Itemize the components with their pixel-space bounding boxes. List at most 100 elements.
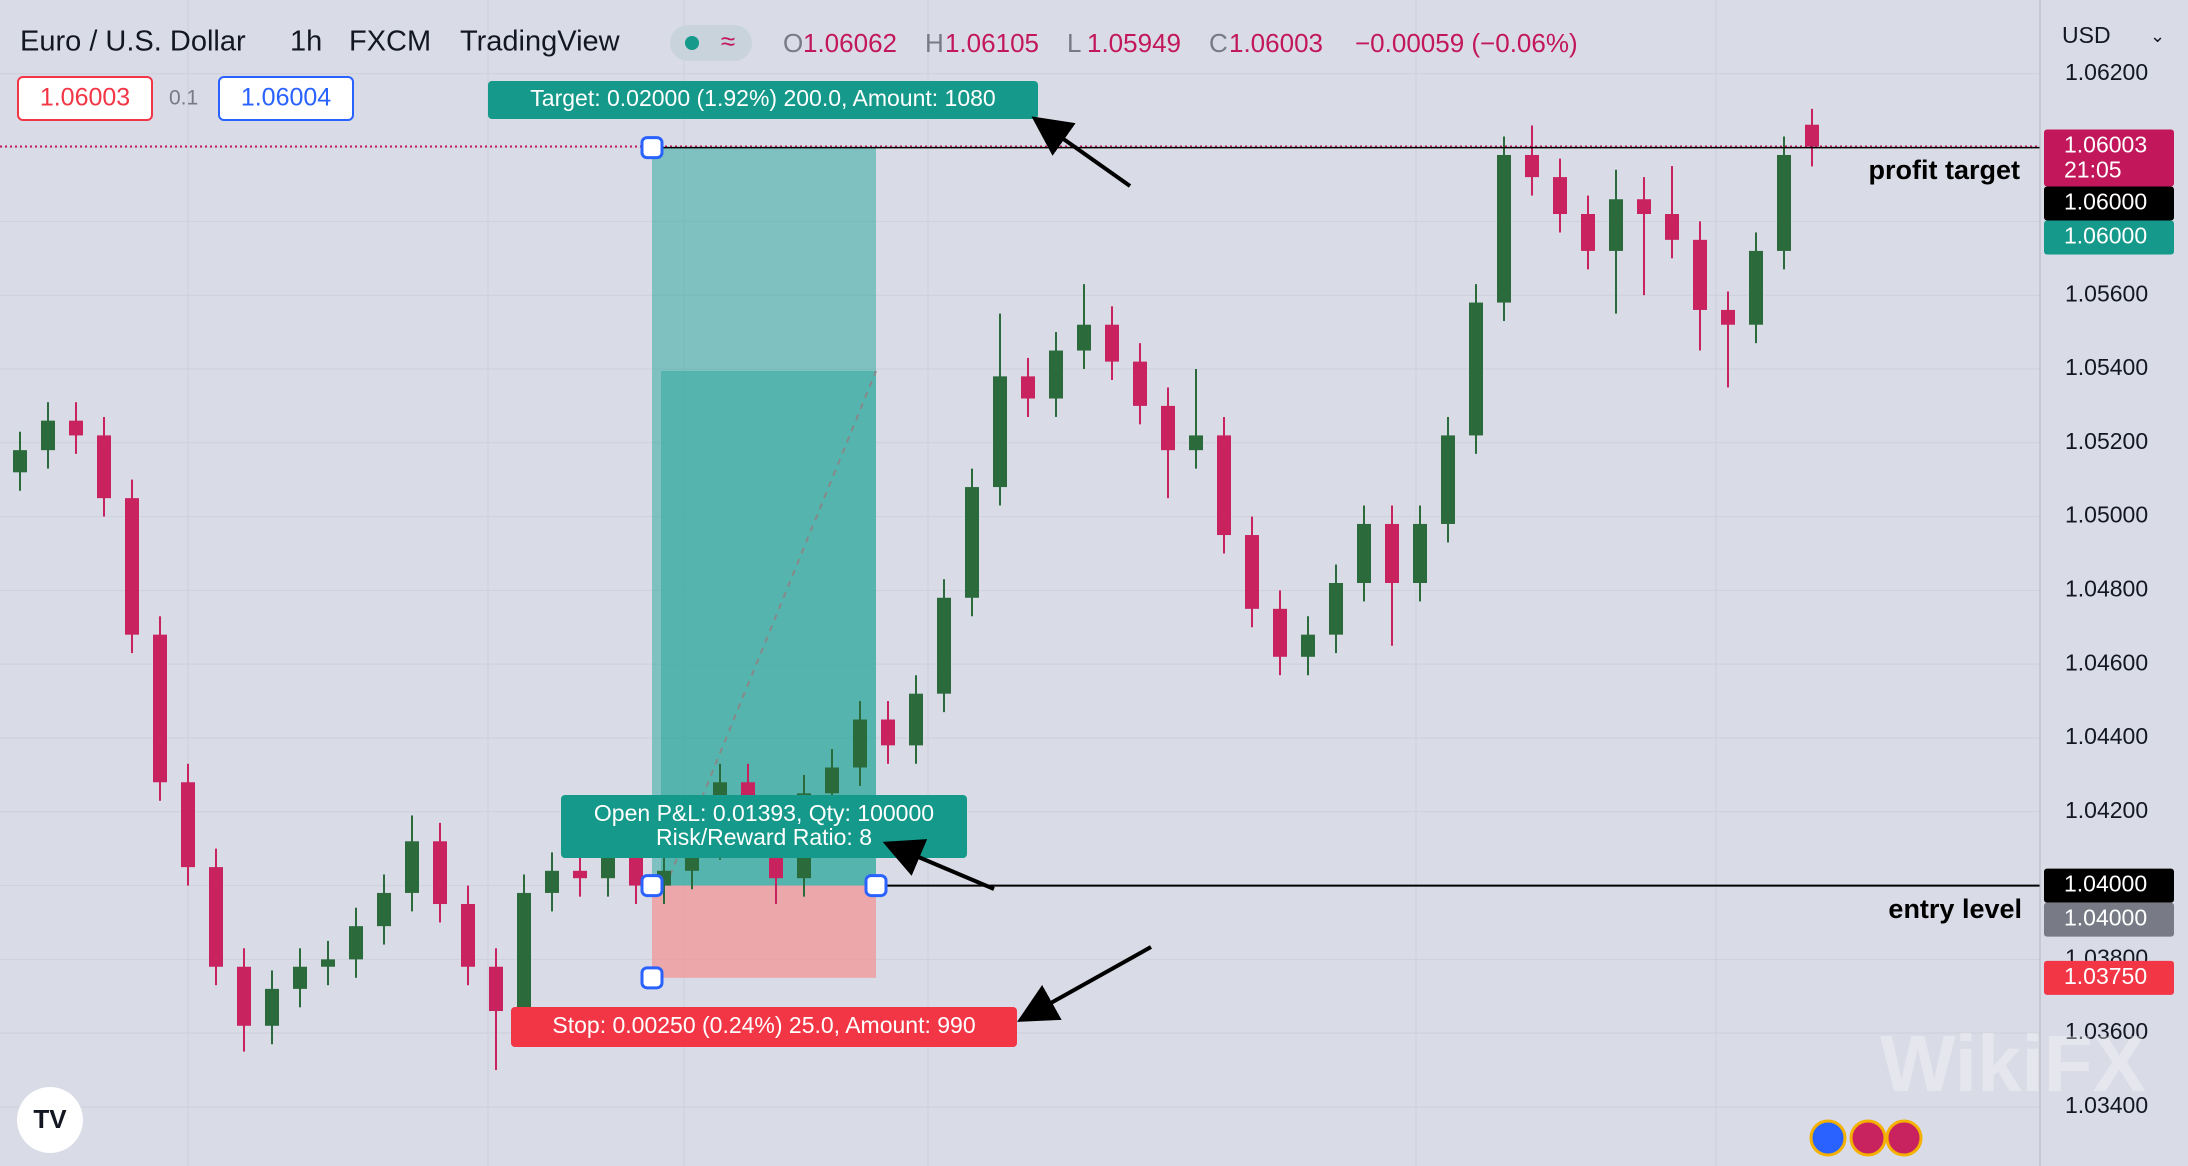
- annotation: profit target: [1869, 155, 2021, 185]
- pnl-label: Open P&L: 0.01393, Qty: 100000: [594, 800, 934, 826]
- candle-body: [1357, 523, 1371, 583]
- ohlc-key: H: [925, 28, 944, 58]
- handle[interactable]: [640, 874, 664, 898]
- candle-body: [573, 870, 587, 879]
- candle-body: [601, 856, 615, 879]
- stop-zone: [652, 885, 876, 978]
- candle-body: [1413, 523, 1427, 583]
- candle-body: [1721, 309, 1735, 325]
- candle-body: [1273, 608, 1287, 657]
- handle[interactable]: [640, 966, 664, 990]
- handle[interactable]: [640, 136, 664, 160]
- candle-body: [461, 904, 475, 967]
- pnl-label-box: [561, 795, 967, 858]
- exchange: FXCM: [349, 26, 431, 58]
- arrow: [1017, 945, 1152, 1022]
- price-badge-label: 1.04000: [2064, 871, 2147, 897]
- y-tick-label: 1.03600: [2065, 1018, 2148, 1044]
- candle-body: [1469, 302, 1483, 436]
- tv-logo[interactable]: [17, 1087, 83, 1153]
- candle-body: [517, 892, 531, 1012]
- event-flag[interactable]: [1849, 1119, 1887, 1157]
- tv-logo-mark: TV: [33, 1104, 67, 1134]
- candle-body: [1133, 361, 1147, 406]
- candle-body: [629, 856, 643, 886]
- rr-label: Risk/Reward Ratio: 8: [656, 824, 872, 850]
- y-tick-label: 1.04600: [2065, 649, 2148, 675]
- buy-price: 1.06004: [241, 84, 331, 112]
- candle-body: [1497, 154, 1511, 303]
- price-badge-label: 1.04000: [2064, 905, 2147, 931]
- candle-body: [489, 966, 503, 1012]
- candle-body: [1693, 239, 1707, 310]
- currency[interactable]: USD: [2062, 22, 2111, 48]
- currency-caret: ⌄: [2150, 26, 2165, 46]
- y-tick-label: 1.06200: [2065, 59, 2148, 85]
- candle-body: [1217, 435, 1231, 536]
- buy-button[interactable]: [218, 76, 354, 121]
- stop-label: Stop: 0.00250 (0.24%) 25.0, Amount: 990: [552, 1012, 975, 1038]
- interval[interactable]: 1h: [290, 26, 322, 58]
- candle-body: [1441, 435, 1455, 524]
- candle-body: [965, 487, 979, 598]
- candle-body: [1077, 324, 1091, 351]
- candle-body: [993, 376, 1007, 488]
- y-tick-label: 1.04200: [2065, 797, 2148, 823]
- candle-body: [293, 966, 307, 989]
- price-badge: [2044, 960, 2174, 995]
- price-badge: [2044, 186, 2174, 221]
- candle-body: [1105, 324, 1119, 362]
- price-badge-sub: 21:05: [2064, 157, 2122, 183]
- price-badge: [2044, 220, 2174, 255]
- candle-body: [237, 966, 251, 1026]
- handle[interactable]: [864, 874, 888, 898]
- price-badge: [2044, 868, 2174, 903]
- candle-body: [853, 719, 867, 768]
- candle-body: [909, 693, 923, 746]
- candle-body: [209, 867, 223, 967]
- candle-body: [545, 870, 559, 893]
- source: TradingView: [460, 26, 621, 58]
- arrow: [1031, 116, 1132, 188]
- candle-body: [1553, 177, 1567, 215]
- candle-body: [69, 420, 83, 436]
- candle-body: [1525, 154, 1539, 178]
- event-flag[interactable]: [1885, 1119, 1923, 1157]
- ohlc-value: 1.06003: [1229, 28, 1323, 58]
- candle-body: [1189, 435, 1203, 451]
- spread: 0.1: [169, 87, 198, 110]
- candle-body: [1301, 634, 1315, 657]
- candle-body: [321, 959, 335, 967]
- candle-body: [433, 841, 447, 905]
- candle-body: [1609, 199, 1623, 251]
- candle-body: [41, 420, 55, 451]
- sell-button[interactable]: [17, 76, 153, 121]
- candle-body: [1777, 154, 1791, 251]
- status-dot: [685, 36, 699, 50]
- candle-body: [1637, 199, 1651, 215]
- y-tick-label: 1.05000: [2065, 502, 2148, 528]
- status-icon: ≈: [721, 26, 735, 56]
- y-tick-label: 1.04800: [2065, 575, 2148, 601]
- ohlc-value: 1.06062: [803, 28, 897, 58]
- candle-body: [97, 435, 111, 499]
- target-label-box: [488, 81, 1038, 119]
- candle-body: [1329, 583, 1343, 635]
- candle-body: [1161, 405, 1175, 451]
- y-tick-label: 1.05400: [2065, 354, 2148, 380]
- price-badge: [2044, 902, 2174, 937]
- target-zone: [652, 147, 876, 886]
- event-flag[interactable]: [1809, 1119, 1847, 1157]
- change: −0.00059 (−0.06%): [1355, 28, 1578, 58]
- candle-body: [1021, 376, 1035, 399]
- target-label: Target: 0.02000 (1.92%) 200.0, Amount: 1…: [530, 85, 995, 111]
- sell-price: 1.06003: [40, 84, 130, 112]
- y-tick-label: 1.05200: [2065, 428, 2148, 454]
- ohlc-key: C: [1209, 28, 1228, 58]
- stop-label-box: [511, 1007, 1017, 1047]
- candle-body: [181, 782, 195, 868]
- candle-body: [265, 988, 279, 1026]
- status-pill[interactable]: [670, 25, 752, 61]
- candle-body: [349, 926, 363, 960]
